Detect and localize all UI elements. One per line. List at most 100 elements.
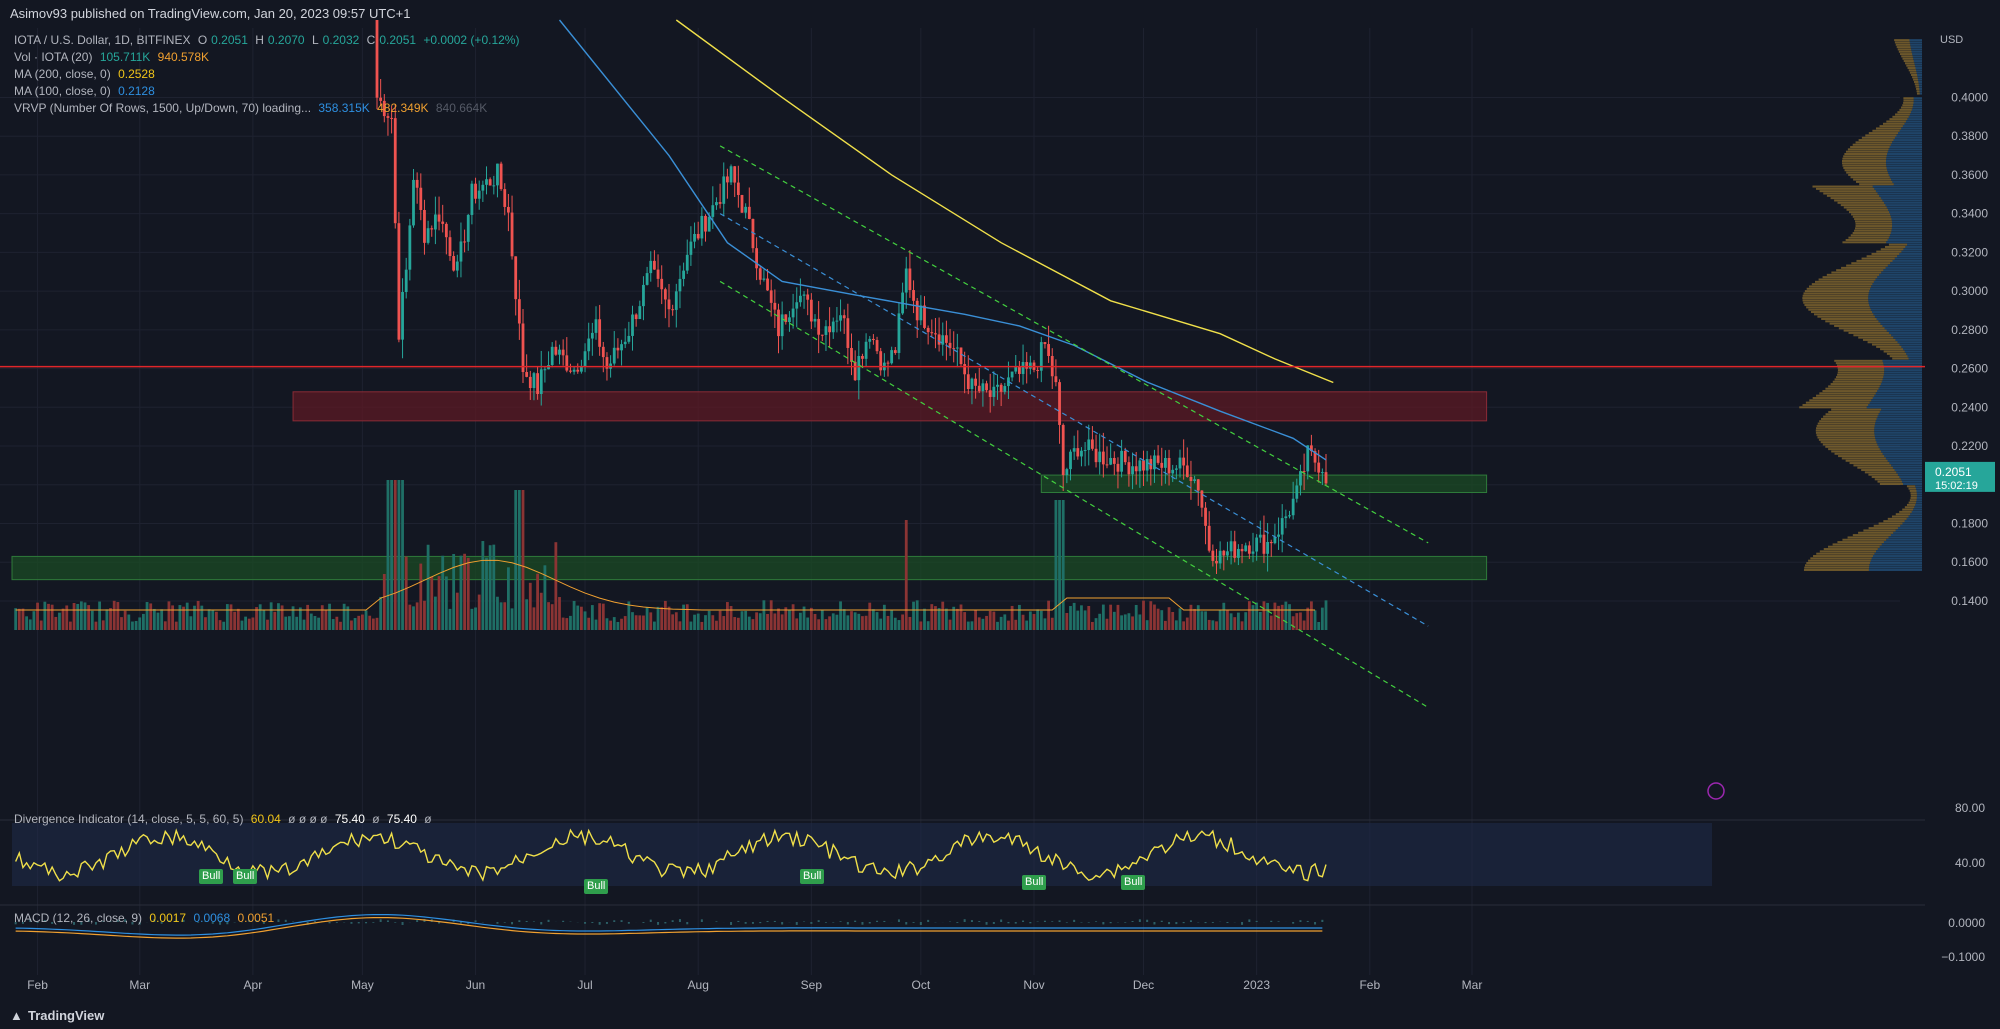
vrvp-bar-down (1901, 55, 1913, 58)
candle-body (1116, 463, 1120, 472)
volume-bar (521, 490, 525, 630)
macd-histogram-bar (927, 919, 930, 922)
volume-bar (207, 609, 211, 630)
macd-label: MACD (12, 26, close, 9) (14, 911, 143, 925)
brand-name[interactable]: TradingView (28, 1008, 105, 1023)
macd-histogram-bar (1095, 921, 1098, 922)
vrvp-bar-up (1868, 568, 1922, 571)
volume-bar (904, 520, 908, 630)
vrvp-bar-up (1878, 413, 1922, 416)
volume-bar (769, 600, 773, 630)
volume-bar (364, 610, 368, 630)
divergence-label: Divergence Indicator (14, close, 5, 5, 6… (14, 812, 244, 826)
vrvp-bar-down (1889, 118, 1908, 121)
volume-bar (758, 613, 762, 630)
time-tick: Dec (1133, 978, 1154, 992)
tradingview-logo-icon[interactable]: ▲ (10, 1008, 23, 1023)
vrvp-bar-up (1883, 269, 1922, 272)
volume-bar (656, 606, 660, 630)
vrvp-bar-up (1872, 555, 1922, 558)
macd-histogram-bar (547, 919, 550, 922)
vrvp-bar-up (1881, 450, 1922, 453)
vrvp-bar-up (1907, 355, 1922, 358)
vrvp-bar-down (1828, 545, 1880, 548)
candle-body (802, 294, 806, 296)
time-tick: Mar (1462, 978, 1483, 992)
volume-bar (1025, 620, 1029, 630)
candle-body (1222, 550, 1226, 556)
vrvp-bar-up (1869, 306, 1922, 309)
candle-body (762, 278, 766, 280)
volume-bar (109, 608, 112, 630)
volume-bar (1127, 613, 1131, 630)
vrvp-bar-up (1877, 548, 1922, 551)
candle-body (1036, 369, 1040, 371)
vrvp-bar-up (1887, 169, 1922, 172)
volume-bar (346, 606, 350, 630)
volume-bar (236, 608, 240, 630)
volume-bar (663, 600, 667, 630)
vrvp-bar-up (1903, 482, 1922, 485)
macd-histogram-bar (1321, 919, 1324, 922)
vrvp-bar-up (1916, 496, 1922, 499)
candle-body (576, 369, 580, 372)
volume-bar (1299, 612, 1302, 630)
vrvp-bar-up (1884, 455, 1922, 458)
vrvp-bar-up (1913, 57, 1922, 60)
vrvp-bar-down (1852, 232, 1891, 235)
vrvp-bar-up (1901, 480, 1922, 483)
volume-bar (1021, 614, 1025, 630)
candle-body (872, 338, 875, 341)
vrvp-bar-down (1817, 422, 1876, 425)
vrvp-bar-up (1873, 280, 1922, 283)
vrvp-bar-up (1905, 120, 1922, 123)
macd-histogram-bar (372, 922, 375, 923)
macd-histogram-bar (1292, 922, 1295, 924)
vrvp-bar-up (1908, 357, 1922, 360)
vrvp-bar-down (1846, 208, 1889, 211)
vrvp-bar-up (1886, 241, 1922, 244)
vrvp-bar-down (1880, 348, 1904, 351)
volume-bar (696, 613, 700, 630)
candle-body (419, 187, 423, 210)
divergence-band (12, 823, 1712, 886)
vrvp-bar-up (1915, 487, 1922, 490)
macd-histogram-bar (197, 922, 200, 923)
vrvp-bar-down (1848, 211, 1890, 214)
candle-body (934, 333, 937, 335)
vrvp-bar-down (1859, 183, 1894, 186)
volume-bar (101, 620, 105, 630)
volume-bar (382, 574, 386, 630)
candle-body (580, 366, 583, 372)
volume-bar (733, 617, 737, 630)
vrvp-bar-up (1891, 220, 1922, 223)
vrvp-bar-up (1875, 438, 1922, 441)
vrvp-bar-up (1890, 262, 1922, 265)
vrvp-bar-down (1858, 531, 1894, 534)
candle-body (474, 183, 477, 199)
candle-body (1320, 472, 1324, 474)
macd-histogram-bar (51, 922, 54, 924)
volume-bar (145, 602, 149, 630)
candle-body (590, 332, 594, 339)
vrvp-bar-down (1895, 113, 1910, 116)
volume-bar (1310, 601, 1313, 630)
candle-body (1112, 457, 1116, 464)
volume-bar (623, 616, 627, 630)
macd-histogram-bar (956, 922, 959, 923)
candle-body (503, 189, 507, 207)
volume-bar (1047, 600, 1050, 630)
chart-canvas[interactable]: USD 0.4000 0.3800 0.3600 0.3400 0.3200 0.3000 0… (0, 0, 2000, 1003)
volume-bar (861, 616, 864, 630)
candle-body (605, 357, 609, 369)
vrvp-bar-up (1881, 271, 1922, 274)
ma100-line (558, 19, 1327, 461)
vrvp-bar-down (1828, 410, 1880, 413)
vrvp-bar-down (1817, 436, 1875, 439)
vrvp-bar-down (1802, 297, 1869, 300)
candle-body (1021, 362, 1025, 374)
vrvp-bar-down (1843, 155, 1887, 158)
vrvp-bar-up (1915, 67, 1922, 70)
volume-bar (1255, 602, 1259, 630)
vrvp-bar-down (1861, 257, 1895, 260)
